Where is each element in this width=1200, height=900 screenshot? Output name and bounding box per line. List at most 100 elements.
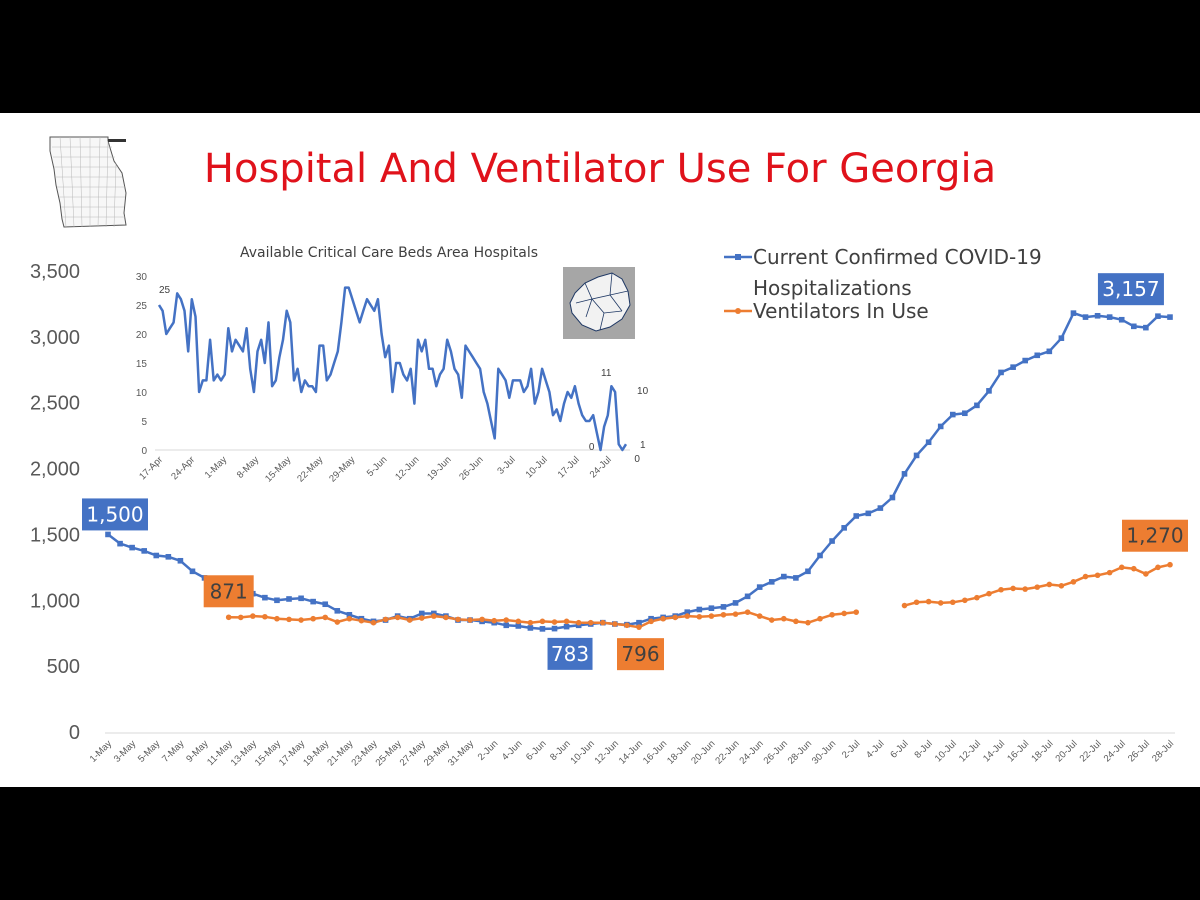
- ventilators-point: [250, 613, 256, 619]
- data-label: 1,270: [1126, 524, 1183, 548]
- inset-x-tick-label: 24-Apr: [169, 454, 197, 482]
- ventilators-point: [925, 598, 932, 605]
- ventilators-point: [937, 600, 944, 606]
- hospitalizations-point: [1034, 352, 1041, 359]
- hospitalizations-point: [165, 554, 172, 560]
- data-label-box: [617, 638, 664, 671]
- x-tick-label: 7-May: [160, 738, 187, 765]
- hospitalizations-point: [117, 540, 123, 547]
- ventilators-point: [901, 602, 908, 609]
- ventilators-point: [479, 616, 485, 623]
- ventilators-point: [853, 609, 860, 615]
- ventilators-point: [805, 619, 811, 626]
- hospitalizations-point: [334, 608, 341, 614]
- hospitalizations-point: [781, 573, 787, 580]
- inset-x-tick-label: 24-Jul: [588, 454, 614, 480]
- inset-data-label: 25: [159, 285, 171, 296]
- x-tick-label: 22-Jun: [713, 738, 741, 766]
- x-tick-label: 6-Jun: [524, 738, 549, 763]
- inset-title: Available Critical Care Beds Area Hospit…: [240, 245, 538, 261]
- x-tick-label: 28-Jun: [786, 738, 814, 766]
- ventilators-point: [346, 615, 353, 622]
- hospitalizations-point: [756, 584, 763, 590]
- x-tick-label: 24-Jul: [1102, 738, 1128, 764]
- hospitalizations-point: [889, 494, 896, 501]
- inset-x-tick-label: 1-May: [203, 454, 230, 481]
- x-tick-label: 8-Jul: [912, 738, 934, 760]
- x-tick-label: 20-Jun: [689, 738, 717, 766]
- hospitalizations-point: [1046, 348, 1053, 355]
- ventilators-point: [684, 613, 691, 619]
- ventilators-point: [841, 610, 847, 617]
- ventilators-point: [406, 617, 413, 623]
- hospitalizations-point: [817, 552, 823, 559]
- inset-data-label: 0: [589, 442, 595, 453]
- x-tick-label: 18-Jun: [665, 738, 693, 766]
- hospitalizations-point: [998, 369, 1004, 376]
- hospitalizations-point: [986, 388, 992, 394]
- legend-marker-ventilators: [735, 308, 741, 314]
- ventilators-point: [1130, 565, 1137, 572]
- inset-x-tick-label: 19-Jun: [425, 454, 453, 482]
- x-tick-label: 21-May: [325, 738, 355, 768]
- ventilators-point: [274, 615, 280, 622]
- x-tick-label: 6-Jul: [888, 738, 910, 760]
- inset-x-tick-label: 8-May: [235, 454, 262, 481]
- inset-x-tick-label: 26-Jun: [457, 454, 485, 482]
- x-tick-label: 26-Jul: [1126, 738, 1152, 764]
- ventilators-point: [1070, 579, 1077, 585]
- data-label: 1,500: [86, 502, 143, 526]
- ventilators-point: [696, 613, 703, 620]
- x-tick-label: 20-Jul: [1054, 738, 1080, 764]
- inset-x-tick-label: 29-May: [327, 454, 357, 484]
- hospitalizations-point: [913, 452, 920, 459]
- ventilators-point: [829, 611, 835, 618]
- ventilators-point: [1034, 584, 1041, 590]
- ventilators-point: [660, 615, 666, 622]
- hospitalizations-point: [141, 548, 148, 554]
- x-tick-label: 10-Jul: [933, 738, 959, 764]
- hospitalizations-point: [322, 601, 329, 608]
- inset-x-tick-label: 5-Jun: [365, 454, 390, 479]
- y-tick-label: 1,000: [30, 590, 80, 612]
- inset-y-tick-label: 15: [136, 359, 148, 370]
- slide: 0 500 1,000 1,500 2,000 2,500 3,000 3,500 1-May 3…: [0, 113, 1200, 787]
- ventilators-point: [262, 613, 268, 620]
- data-label: 796: [621, 642, 659, 666]
- inset-y-tick-label: 5: [141, 417, 147, 428]
- ventilators-point: [467, 617, 473, 623]
- page-title: Hospital And Ventilator Use For Georgia: [203, 146, 997, 192]
- ventilators-point: [781, 615, 787, 622]
- ventilators-point: [1143, 571, 1149, 577]
- x-tick-label: 18-Jul: [1029, 738, 1055, 764]
- ventilators-point: [443, 614, 449, 621]
- hospitalizations-point: [1118, 316, 1125, 323]
- ventilators-point: [310, 615, 316, 622]
- ventilators-point: [1010, 585, 1016, 592]
- ventilators-point: [563, 618, 570, 625]
- ventilators-point: [575, 619, 582, 626]
- x-tick-label: 29-May: [422, 738, 452, 768]
- ventilators-point: [431, 613, 437, 619]
- ventilators-point: [491, 617, 497, 624]
- data-label: 783: [551, 642, 589, 666]
- inset-x-tick-label: 15-May: [263, 454, 293, 484]
- inset-x-tick-label: 12-Jun: [393, 454, 421, 482]
- ventilators-point: [527, 619, 534, 626]
- hospitalizations-point: [1082, 314, 1089, 320]
- data-label-box: [1122, 519, 1188, 552]
- legend-label-ventilators: Ventilators In Use: [753, 299, 929, 323]
- x-tick-label: 12-Jun: [593, 738, 621, 766]
- ventilators-point: [418, 615, 425, 621]
- ventilators-point: [720, 611, 727, 618]
- x-tick-label: 19-May: [301, 738, 331, 768]
- hospitalizations-point: [189, 568, 196, 575]
- inset-y-tick-label: 25: [136, 301, 148, 312]
- hospitalizations-point: [841, 525, 847, 531]
- ventilators-point: [793, 618, 799, 625]
- inset-x-tick-label: 3-Jul: [495, 454, 517, 476]
- x-tick-label: 17-May: [277, 738, 307, 768]
- hospitalizations-point: [1106, 314, 1113, 320]
- hospitalizations-point: [503, 622, 510, 629]
- hospitalizations-point: [949, 411, 956, 418]
